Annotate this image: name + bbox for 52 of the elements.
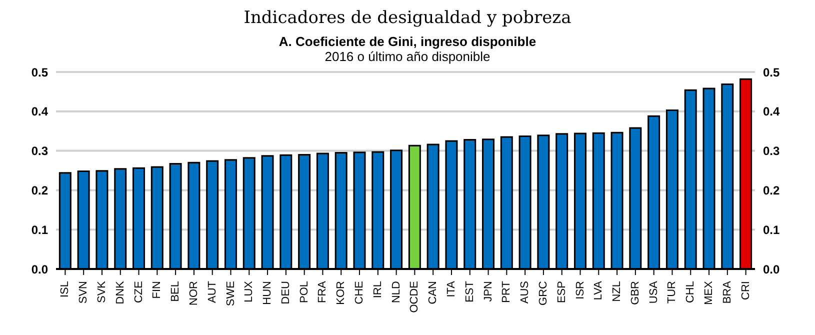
x-tick-label: ISR (574, 280, 586, 300)
x-tick-label: DEU (280, 280, 292, 304)
chart-subtitle: A. Coeficiente de Gini, ingreso disponible 2016 o último año disponible (278, 34, 538, 64)
x-tick-label: CHL (684, 281, 697, 304)
x-tick-label: USA (648, 280, 660, 304)
x-tick-label: SVK (96, 280, 108, 304)
x-tick-label: MEX (703, 280, 716, 305)
x-tick-label: ITA (445, 280, 458, 298)
x-tick-label: NOR (188, 280, 200, 306)
x-tick-label: DNK (114, 280, 126, 304)
x-tick-label: TUR (666, 280, 678, 304)
x-tick-label: CAN (427, 280, 440, 304)
x-tick-label: HUN (262, 280, 274, 305)
y2-tick-label: 0.1 (763, 222, 780, 237)
x-tick-label: CRI (740, 281, 752, 300)
y-tick-label: 0.5 (31, 65, 48, 80)
x-tick-label: PRT (500, 280, 513, 303)
y2-tick-label: 0.2 (763, 183, 780, 198)
x-tick-label: BRA (721, 280, 734, 304)
y2-tick-label: 0.0 (763, 262, 780, 276)
x-tick-label: POL (298, 281, 310, 304)
y2-tick-label: 0.3 (763, 144, 780, 158)
y2-tick-label: 0.4 (763, 104, 780, 119)
x-tick-label: EST (464, 280, 476, 302)
x-tick-label: AUT (206, 280, 218, 303)
y-tick-label: 0.4 (31, 104, 48, 119)
x-tick-label: JPN (482, 280, 494, 302)
x-tick-label: LUX (243, 280, 256, 302)
x-tick-label: KOR (335, 280, 348, 305)
x-tick-label: SVN (78, 280, 90, 304)
x-tick-label: AUS (519, 281, 532, 304)
y-tick-label: 0.0 (31, 262, 48, 276)
x-tick-label: LVA (592, 280, 605, 300)
x-tick-label: CZE (132, 281, 145, 303)
y-tick-label: 0.2 (31, 183, 48, 198)
x-tick-label: NLD (390, 280, 402, 304)
y2-tick-label: 0.5 (763, 65, 780, 80)
x-tick-label: ESP (556, 281, 568, 304)
x-tick-label: FIN (151, 280, 164, 299)
x-tick-label: GBR (629, 280, 642, 305)
x-tick-label: CHE (354, 281, 366, 304)
x-tick-label: BEL (170, 281, 182, 302)
x-tick-label: NZL (611, 281, 624, 302)
x-tick-label: SWE (224, 281, 237, 306)
x-tick-label: OCDE (408, 281, 421, 313)
y-tick-label: 0.3 (31, 144, 48, 158)
x-tick-label: FRA (316, 280, 329, 303)
x-tick-label: GRC (537, 280, 550, 306)
y-tick-label: 0.1 (31, 222, 48, 237)
x-tick-label: IRL (372, 281, 384, 298)
chart-title: Indicadores de desigualdad y pobreza (242, 8, 572, 28)
x-tick-label: ISL (59, 281, 72, 298)
